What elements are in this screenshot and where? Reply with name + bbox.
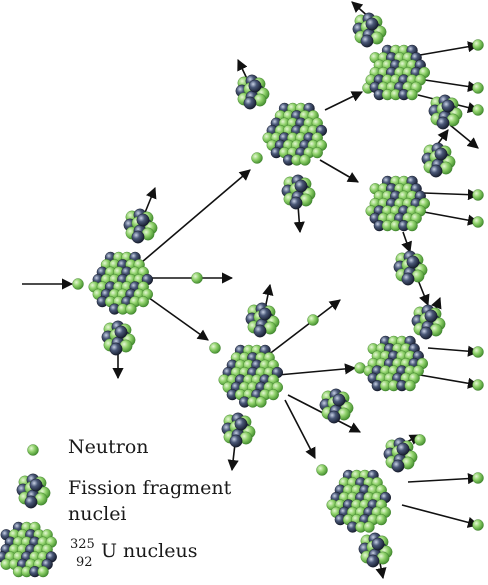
legend-fragment-icon [16,473,51,509]
arrow-icon [293,204,305,234]
neutron-icon [472,216,484,228]
arrow-icon [144,294,209,341]
neutron-icon [472,346,484,358]
legend-fragment-label-line2: nuclei [68,503,127,525]
neutron-icon [472,104,484,116]
neutron-icon [414,434,426,446]
neutron-icon [472,379,484,391]
fragment-icon [319,388,354,424]
arrow-icon [324,91,364,111]
fragment-icon [393,250,428,286]
neutron-icon [472,189,484,201]
arrow-icon [401,504,480,528]
arrow-icon [407,472,480,485]
arrow-icon [401,231,412,254]
neutron-icon [251,152,263,164]
legend-uranium-nucleus-icon [0,521,57,578]
fragment-icon [123,208,158,244]
arrow-icon [427,345,480,357]
arrow-icon [277,363,357,376]
neutron-icon [472,519,484,531]
legend-neutron-icon [27,444,39,456]
legend-fragment-label-line1: Fission fragment [68,477,232,499]
legend-neutron-label: Neutron [68,436,149,458]
arrow-icon [267,299,341,356]
neutron-icon [209,342,221,354]
arrow-icon [284,399,316,459]
neutron-icon [472,82,484,94]
arrow-icon [424,79,480,93]
uranium-nucleus-icon [218,344,284,408]
particle-layer [72,12,484,568]
fragment-icon [235,74,270,110]
arrow-icon [319,159,359,183]
uranium-nucleus-icon [262,102,328,166]
neutron-icon [307,314,319,326]
uranium-nucleus-icon [88,251,154,315]
uranium-nucleus-icon [326,469,392,533]
fragment-icon [383,437,418,473]
legend-atomic-number: 92 [76,555,93,570]
fragment-icon [358,532,393,568]
neutron-icon [72,278,84,290]
fragment-icon [281,174,316,210]
neutron-icon [191,272,203,284]
legend-mass-number: 325 [70,537,95,552]
arrow-icon [423,211,480,226]
fragment-icon [245,302,280,338]
neutron-icon [472,39,484,51]
arrow-icon [423,189,480,201]
fragment-icon [101,320,136,356]
arrow-icon [449,124,479,149]
uranium-nucleus-icon [365,44,431,101]
arrow-icon [419,374,480,389]
arrow-icon [417,279,430,307]
arrow-icon [419,41,480,56]
arrow-icon [141,169,251,263]
fragment-icon [428,94,463,130]
legend-nucleus-label: U nucleus [101,540,197,562]
uranium-nucleus-icon [365,175,431,232]
fragment-icon [352,12,387,48]
fragment-icon [221,412,256,448]
fragment-icon [421,142,456,178]
neutron-icon [472,472,484,484]
uranium-nucleus-icon [363,335,429,392]
legend: Neutron Fission fragment nuclei 325 92 U… [0,436,232,578]
fragment-icon [411,304,446,340]
neutron-icon [316,464,328,476]
